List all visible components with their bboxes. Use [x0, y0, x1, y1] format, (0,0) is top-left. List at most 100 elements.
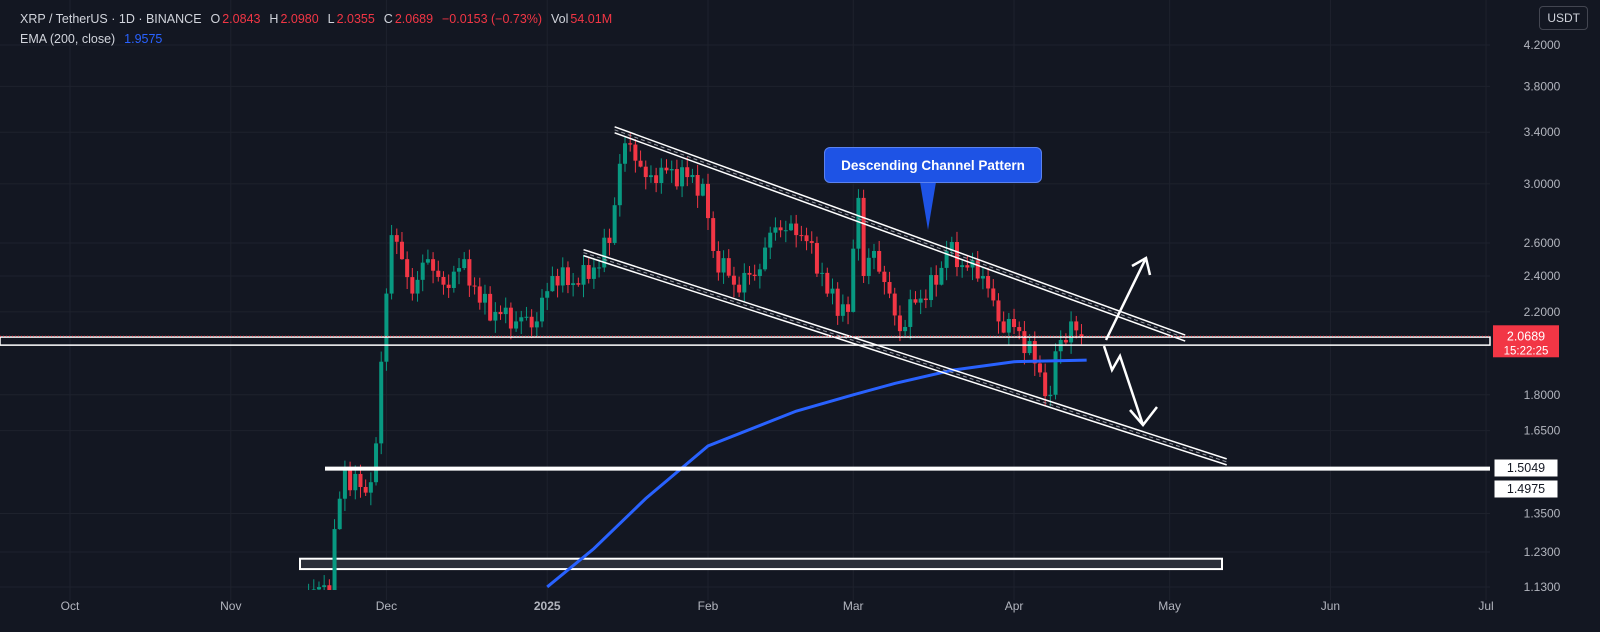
candle [918, 289, 923, 315]
candle-body [939, 267, 944, 285]
candle [612, 197, 617, 245]
candle-body [716, 250, 721, 273]
candle-body [457, 268, 462, 272]
candle-body [332, 529, 337, 590]
candle-body [1001, 321, 1006, 333]
ema-value: 1.9575 [124, 32, 163, 46]
candle [737, 276, 742, 298]
x-tick-label: Apr [1005, 599, 1024, 613]
candle [457, 258, 462, 285]
candle-body [809, 241, 814, 243]
candle-body [1043, 372, 1048, 397]
candle [488, 286, 493, 322]
candle [851, 239, 856, 313]
candle [804, 227, 809, 251]
symbol-title[interactable]: XRP / TetherUS · 1D · BINANCE [20, 12, 202, 26]
candle [467, 249, 472, 297]
candle [565, 261, 570, 294]
candle-body [768, 232, 773, 248]
open-label: O [210, 12, 221, 26]
candle [322, 575, 327, 590]
candle [633, 139, 638, 173]
candle [975, 251, 980, 282]
candle [742, 263, 747, 303]
candle [960, 258, 965, 278]
candle [835, 282, 840, 325]
candle-body [1079, 334, 1084, 338]
volume-value: 54.01M [570, 12, 613, 26]
candle [337, 491, 342, 530]
candle-body [358, 473, 363, 487]
candle-body [721, 258, 726, 273]
candle-body [773, 227, 778, 233]
y-tick-label: 1.3500 [1524, 507, 1561, 521]
candle-body [493, 311, 498, 321]
candle [726, 249, 731, 278]
candle [555, 268, 560, 298]
candle-body [1017, 327, 1022, 332]
high-value: 2.0980 [280, 12, 319, 26]
candle-body [804, 235, 809, 242]
candle [1074, 315, 1079, 339]
candle [954, 231, 959, 277]
candle-body [363, 486, 368, 493]
candle-body [628, 143, 633, 145]
candle-body [576, 283, 581, 285]
x-tick-label: Feb [698, 599, 719, 613]
y-tick-label: 4.2000 [1524, 38, 1561, 52]
candle [882, 265, 887, 295]
candle-body [612, 205, 617, 243]
channel-upper-line [614, 126, 1186, 342]
candle-body [337, 498, 342, 530]
candle [866, 248, 871, 285]
candle-body [571, 283, 576, 286]
candle-body [794, 223, 799, 236]
candle [638, 150, 643, 168]
candle [1069, 311, 1074, 354]
candle-body [923, 298, 928, 301]
x-tick-label: Oct [61, 599, 80, 613]
candle [939, 261, 944, 286]
candle [856, 189, 861, 261]
annotation-callout[interactable]: Descending Channel Pattern [824, 147, 1042, 183]
close-label: C [383, 12, 393, 26]
level-label-text: 1.5049 [1507, 461, 1545, 475]
candle-body [431, 259, 436, 271]
candle [425, 249, 430, 265]
candle-body [607, 237, 612, 243]
candle-body [638, 160, 643, 167]
candle-body [685, 167, 690, 178]
candle [674, 159, 679, 190]
candle [654, 167, 659, 193]
candle [436, 260, 441, 282]
candle [550, 266, 555, 292]
candle [379, 351, 384, 455]
candle-body [659, 167, 664, 184]
candle-body [514, 321, 519, 329]
candle [1048, 385, 1053, 407]
candle [1053, 343, 1058, 400]
candle [534, 312, 539, 337]
candle [332, 519, 337, 590]
ema-row[interactable]: EMA (200, close) 1.9575 [20, 29, 614, 49]
candle [929, 267, 934, 308]
channel-lower-line-bottom [583, 254, 1227, 466]
candle-body [913, 299, 918, 303]
candle-body [524, 316, 529, 318]
last-price-label: 2.0689 15:22:25 [1493, 325, 1559, 358]
candle-body [311, 589, 316, 590]
candle [846, 296, 851, 325]
volume-label: Vol [551, 12, 569, 26]
currency-button[interactable]: USDT [1539, 6, 1588, 30]
candle [545, 282, 550, 310]
candle-body [565, 267, 570, 286]
candle [477, 277, 482, 310]
ema-label: EMA (200, close) [20, 32, 116, 46]
candle-body [425, 259, 430, 263]
candle [503, 297, 508, 324]
candle-body [871, 250, 876, 258]
candle-body [757, 269, 762, 277]
candle-body [897, 315, 902, 332]
candle-body [861, 197, 866, 277]
